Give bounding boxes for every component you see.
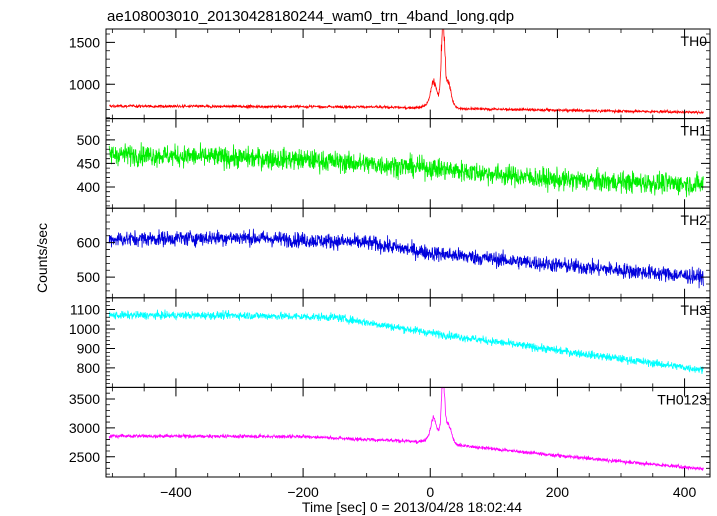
panel-frame-th2 (105, 207, 711, 299)
y-axis-label: Counts/sec (34, 223, 50, 293)
y-tick-label-th0123: 3500 (69, 391, 100, 407)
x-tick-label: 0 (426, 484, 434, 500)
x-tick-label: −400 (160, 484, 192, 500)
series-line-th3 (108, 309, 704, 375)
y-tick-label-th3: 1100 (70, 301, 100, 317)
x-tick-label: −200 (287, 484, 319, 500)
panel-frame-th0123 (105, 386, 711, 478)
series-line-th0 (109, 29, 704, 116)
panel-frame-th3 (105, 297, 711, 388)
y-tick-label-th2: 500 (77, 269, 101, 285)
series-line-th2 (108, 228, 704, 289)
x-axis-label: Time [sec] 0 = 2013/04/28 18:02:44 (302, 499, 522, 515)
series-line-th0123 (108, 387, 704, 471)
series-line-th1 (108, 142, 704, 198)
y-tick-label-th0: 1500 (69, 34, 100, 50)
y-tick-label-th2: 600 (77, 235, 101, 251)
y-tick-label-th1: 500 (77, 132, 101, 148)
y-tick-label-th3: 800 (77, 360, 101, 376)
panel-label-th0123: TH0123 (657, 391, 707, 407)
y-tick-label-th1: 400 (77, 179, 101, 195)
x-tick-label: 200 (546, 484, 570, 500)
y-tick-label-th0: 1000 (69, 76, 100, 92)
y-tick-label-th1: 450 (77, 155, 101, 171)
panel-label-th0: TH0 (681, 33, 708, 49)
panel-label-th1: TH1 (681, 123, 708, 139)
x-tick-label: 400 (673, 484, 697, 500)
y-tick-label-th0123: 2500 (69, 449, 100, 465)
panel-label-th3: TH3 (681, 302, 708, 318)
y-tick-label-th3: 900 (77, 340, 101, 356)
y-tick-label-th0123: 3000 (69, 420, 100, 436)
chart-title: ae108003010_20130428180244_wam0_trn_4ban… (107, 8, 514, 25)
y-tick-label-th3: 1000 (69, 321, 100, 337)
panels-group: 1000 1500 TH0 400 450 500 TH1 500 600 TH2 800 900 10… (69, 28, 711, 500)
panel-label-th2: TH2 (681, 212, 708, 228)
